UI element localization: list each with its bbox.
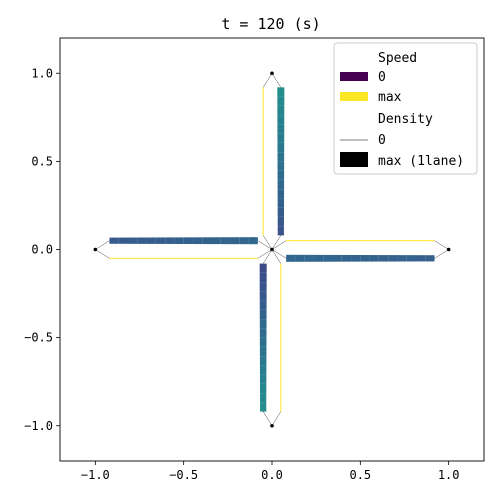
link-guide xyxy=(271,411,281,426)
legend-box xyxy=(333,42,478,175)
y-tick-label: 0.0 xyxy=(31,243,53,257)
legend-speed-min-swatch xyxy=(340,72,368,81)
link-guide xyxy=(434,249,449,259)
link-guide xyxy=(271,240,287,250)
legend-density-max-label: max (1lane) xyxy=(378,154,464,169)
legend-density-min-label: 0 xyxy=(378,133,386,148)
y-tick-label: −0.5 xyxy=(24,331,53,345)
plot-area xyxy=(93,71,451,428)
legend-density-max-swatch xyxy=(340,152,368,167)
y-tick-label: 1.0 xyxy=(31,66,53,80)
link-guide xyxy=(257,240,273,250)
x-tick-label: −1.0 xyxy=(81,468,110,482)
link-guide xyxy=(95,240,110,250)
legend-density-title: Density xyxy=(378,112,433,127)
link-guide xyxy=(95,249,110,259)
chart-title: t = 120 (s) xyxy=(221,15,320,33)
link-guide xyxy=(257,249,273,259)
link-guide xyxy=(263,73,273,88)
y-tick-label: 0.5 xyxy=(31,154,53,168)
legend-speed-max-label: max xyxy=(378,90,402,105)
legend-speed-title: Speed xyxy=(378,51,417,66)
link-guide xyxy=(271,249,287,259)
x-tick-label: 0.5 xyxy=(349,468,371,482)
link-guide xyxy=(434,240,449,250)
link-guide xyxy=(271,235,281,250)
node-point xyxy=(93,247,98,252)
axes: −1.0 −0.5 0.0 0.5 1.0 1.0 0.5 0.0 −0.5 −1.0 xyxy=(24,37,485,482)
link-segments xyxy=(109,87,435,412)
link-guide xyxy=(271,249,281,264)
y-tick-label: −1.0 xyxy=(24,419,53,433)
link-guide xyxy=(271,73,281,88)
link-guide xyxy=(263,249,273,264)
x-tick-label: 1.0 xyxy=(438,468,460,482)
link-guide xyxy=(263,235,273,250)
x-tick-label: −0.5 xyxy=(169,468,198,482)
legend: Speed 0 max Density 0 max (1lane) xyxy=(333,42,478,175)
link-guide xyxy=(263,411,273,426)
link-guides xyxy=(95,73,449,426)
x-tick-label: 0.0 xyxy=(261,468,283,482)
legend-speed-min-label: 0 xyxy=(378,70,386,85)
legend-speed-max-swatch xyxy=(340,92,368,101)
node-point xyxy=(446,247,451,252)
